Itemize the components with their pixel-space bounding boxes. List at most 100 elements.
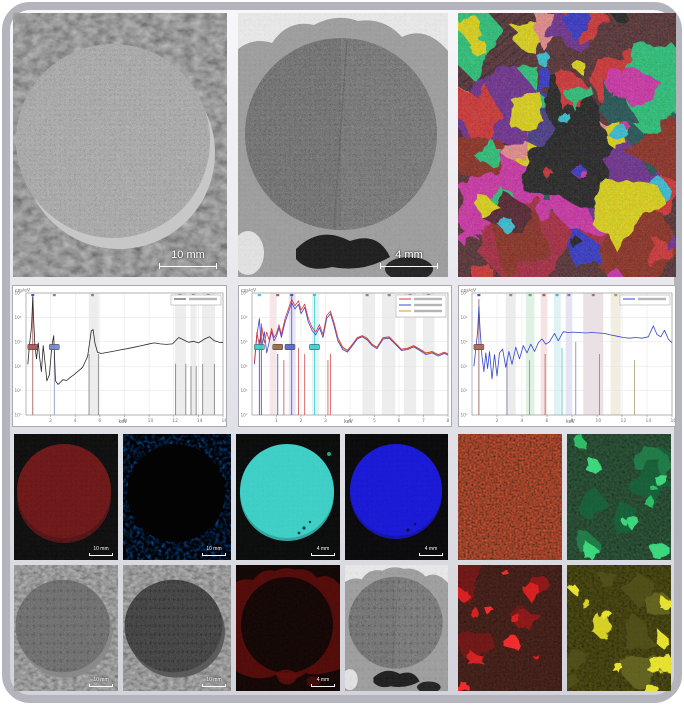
- element-map-blue-disc: 4 mm: [345, 434, 448, 560]
- scale-bar: 10 mm: [159, 250, 217, 269]
- svg-text:2: 2: [49, 418, 52, 424]
- element-map-red-noise: [458, 434, 562, 560]
- tomogram-panel: 4 mm: [238, 13, 448, 277]
- tomogram-slice-small: [345, 565, 448, 691]
- scale-bar-label: 10 mm: [93, 546, 109, 552]
- svg-text:10⁴: 10⁴: [241, 315, 248, 320]
- bse-image-dark-disc: 10 mm: [123, 565, 231, 691]
- spectrum-chart: 10⁰ 10¹ 10² 10³ 10⁴ 10⁵ 2 4 6 8 10 12 14 16 cps/eV keV: [15, 288, 227, 425]
- eds-spectrum-panel-3: 10⁰ 10¹ 10² 10³ 10⁴ 10⁵ 2 4 6 8 10 12 14 16 cps/eV keV: [458, 285, 676, 427]
- element-map-image: [14, 565, 118, 691]
- svg-text:12: 12: [621, 418, 627, 424]
- scale-bar-line: [89, 684, 113, 687]
- element-map-red-rim: 4 mm: [236, 565, 340, 691]
- svg-text:1: 1: [275, 418, 278, 424]
- scale-bar: 10 mm: [89, 678, 113, 687]
- svg-text:4: 4: [521, 418, 524, 424]
- scale-bar-label: 10 mm: [206, 546, 222, 552]
- svg-text:keV: keV: [566, 419, 576, 425]
- svg-text:10: 10: [596, 418, 602, 424]
- svg-text:cps/eV: cps/eV: [15, 288, 31, 294]
- scale-bar-line: [202, 684, 226, 687]
- sample-photo-image: [13, 13, 227, 277]
- svg-text:6: 6: [98, 418, 101, 424]
- element-map-red-patches: [458, 565, 562, 691]
- svg-text:5: 5: [373, 418, 376, 424]
- element-map-image: [14, 434, 118, 560]
- spectrum-chart: 10⁰ 10¹ 10² 10³ 10⁴ 10⁵ 2 4 6 8 10 12 14 16 cps/eV keV: [461, 288, 676, 425]
- svg-text:10³: 10³: [241, 339, 248, 344]
- svg-text:8: 8: [447, 418, 450, 424]
- scale-bar-label: 10 mm: [93, 677, 109, 683]
- svg-text:10¹: 10¹: [15, 388, 22, 393]
- element-map-image: [458, 434, 562, 560]
- scale-bar-label: 10 mm: [171, 249, 205, 261]
- scale-bar-line: [159, 263, 217, 269]
- element-map-image: [567, 434, 671, 560]
- sample-photo-panel: 10 mm: [13, 13, 227, 277]
- svg-text:16: 16: [222, 418, 227, 424]
- eds-spectrum-panel-1: 10⁰ 10¹ 10² 10³ 10⁴ 10⁵ 2 4 6 8 10 12 14 16 cps/eV keV: [12, 285, 227, 427]
- svg-text:3: 3: [324, 418, 327, 424]
- svg-text:keV: keV: [344, 419, 354, 425]
- svg-text:8: 8: [571, 418, 574, 424]
- element-map-image: [123, 565, 231, 691]
- element-map-blue-background: 10 mm: [123, 434, 231, 560]
- scale-bar: 4 mm: [380, 250, 438, 269]
- element-map-image: [236, 434, 340, 560]
- svg-text:2: 2: [300, 418, 303, 424]
- svg-text:10¹: 10¹: [241, 388, 248, 393]
- svg-text:4: 4: [74, 418, 77, 424]
- svg-text:16: 16: [671, 418, 676, 424]
- scale-bar: 10 mm: [202, 678, 226, 687]
- svg-text:10: 10: [148, 418, 154, 424]
- scale-bar-line: [311, 553, 335, 556]
- svg-text:10⁰: 10⁰: [241, 413, 248, 418]
- eds-spectrum-panel-2: 10⁰ 10¹ 10² 10³ 10⁴ 10⁵ 1 2 3 4 5 6 7 8 cps/eV keV: [238, 285, 452, 427]
- spectrum-chart: 10⁰ 10¹ 10² 10³ 10⁴ 10⁵ 1 2 3 4 5 6 7 8 cps/eV keV: [241, 288, 450, 425]
- scale-bar-line: [380, 263, 438, 269]
- element-map-image: [236, 565, 340, 691]
- element-map-image: [345, 434, 448, 560]
- ebsd-grain-map-image: [458, 13, 676, 277]
- element-map-image: [345, 565, 448, 691]
- svg-text:10²: 10²: [461, 364, 468, 369]
- element-map-image: [567, 565, 671, 691]
- element-map-yellow-patches: [567, 565, 671, 691]
- scale-bar-line: [89, 553, 113, 556]
- scale-bar: 10 mm: [89, 547, 113, 556]
- scale-bar-label: 10 mm: [206, 677, 222, 683]
- svg-text:10³: 10³: [15, 339, 22, 344]
- element-map-image: [458, 565, 562, 691]
- svg-text:10⁴: 10⁴: [15, 315, 22, 320]
- scale-bar-label: 4 mm: [316, 546, 330, 552]
- bse-image-gray-disc: 10 mm: [14, 565, 118, 691]
- svg-text:4: 4: [349, 418, 352, 424]
- svg-text:10⁵: 10⁵: [15, 291, 22, 296]
- scale-bar: 10 mm: [202, 547, 226, 556]
- svg-text:10⁵: 10⁵: [241, 291, 248, 296]
- svg-text:14: 14: [197, 418, 203, 424]
- tomogram-image: [238, 13, 448, 277]
- svg-text:keV: keV: [119, 419, 129, 425]
- svg-text:10⁰: 10⁰: [15, 413, 22, 418]
- element-map-image: [123, 434, 231, 560]
- svg-text:6: 6: [546, 418, 549, 424]
- svg-text:10⁴: 10⁴: [461, 315, 468, 320]
- scale-bar-label: 4 mm: [316, 677, 330, 683]
- scale-bar-label: 4 mm: [395, 249, 423, 261]
- svg-text:cps/eV: cps/eV: [461, 288, 477, 294]
- svg-text:8: 8: [123, 418, 126, 424]
- scale-bar-label: 4 mm: [424, 546, 438, 552]
- svg-text:6: 6: [398, 418, 401, 424]
- element-map-cyan-disc: 4 mm: [236, 434, 340, 560]
- svg-text:10²: 10²: [15, 364, 22, 369]
- svg-text:12: 12: [172, 418, 178, 424]
- svg-text:10⁰: 10⁰: [461, 413, 468, 418]
- svg-text:cps/eV: cps/eV: [241, 288, 257, 294]
- svg-text:14: 14: [646, 418, 652, 424]
- svg-text:10³: 10³: [461, 339, 468, 344]
- scale-bar: 4 mm: [311, 547, 335, 556]
- svg-text:10¹: 10¹: [461, 388, 468, 393]
